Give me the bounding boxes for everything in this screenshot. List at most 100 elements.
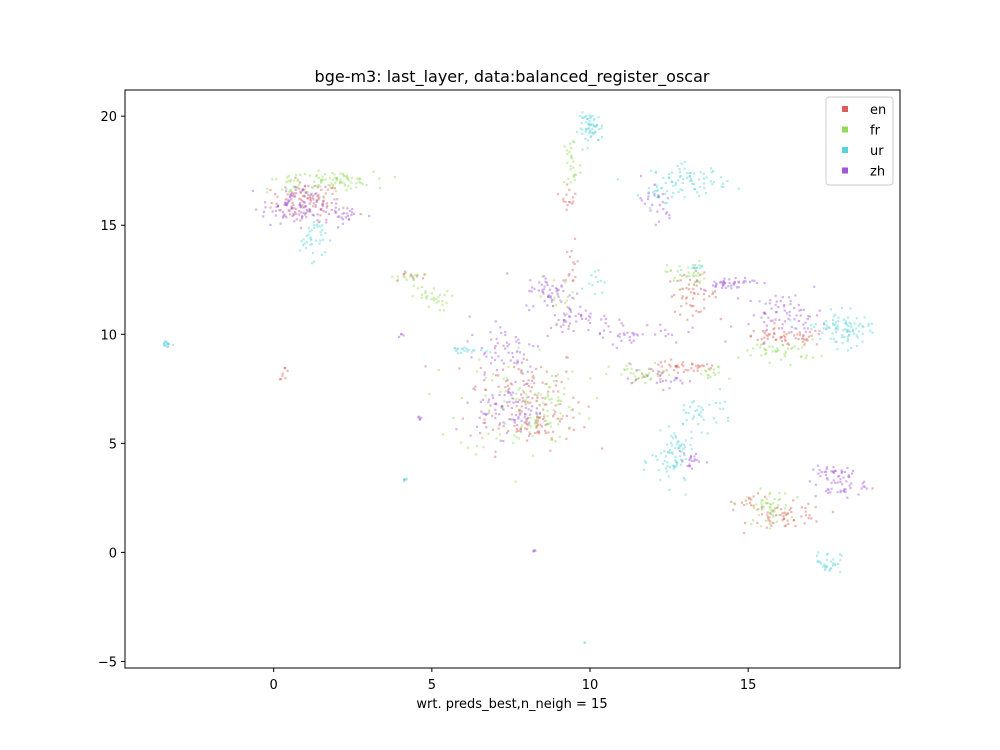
data-point-ur (581, 287, 584, 290)
data-point-en (769, 511, 772, 514)
data-point-ur (305, 234, 308, 238)
data-point-fr (752, 347, 755, 350)
data-point-zh (587, 329, 590, 332)
data-point-zh (656, 372, 659, 375)
data-point-zh (774, 303, 777, 306)
data-point-fr (498, 433, 501, 436)
data-point-fr (760, 502, 763, 505)
data-point-zh (293, 220, 296, 223)
data-point-en (757, 492, 760, 495)
data-point-ur (691, 266, 694, 270)
data-point-zh (291, 194, 294, 197)
data-point-zh (553, 314, 556, 317)
data-point-en (662, 371, 665, 374)
data-point-en (688, 278, 692, 281)
data-point-zh (528, 309, 531, 312)
data-point-fr (460, 441, 463, 444)
data-point-en (686, 318, 689, 321)
data-point-ur (405, 478, 408, 481)
data-point-ur (844, 328, 847, 331)
data-point-fr (331, 178, 334, 181)
data-point-fr (636, 369, 639, 372)
data-point-zh (513, 421, 516, 424)
data-point-zh (513, 419, 516, 422)
data-point-en (556, 193, 560, 196)
data-point-ur (710, 171, 713, 174)
data-point-en (283, 203, 286, 206)
data-point-en (497, 385, 500, 388)
data-point-zh (763, 312, 766, 315)
data-point-ur (789, 319, 792, 322)
data-point-zh (533, 287, 536, 290)
data-point-ur (310, 243, 313, 246)
data-point-zh (588, 315, 591, 318)
data-point-en (315, 198, 318, 201)
data-point-fr (520, 426, 523, 429)
data-point-zh (482, 412, 485, 415)
data-point-zh (471, 333, 474, 337)
data-point-en (522, 391, 525, 394)
data-point-zh (714, 285, 717, 288)
data-point-fr (805, 354, 808, 357)
data-point-ur (309, 243, 312, 246)
data-point-en (695, 364, 698, 368)
data-point-fr (536, 415, 539, 418)
data-point-en (673, 294, 676, 297)
data-point-fr (424, 291, 427, 294)
data-point-en (299, 191, 303, 194)
data-point-zh (289, 193, 292, 196)
data-point-en (703, 271, 706, 274)
data-point-zh (486, 412, 489, 416)
data-point-en (574, 192, 577, 195)
data-point-zh (826, 476, 829, 480)
data-point-en (336, 198, 339, 201)
data-point-fr (524, 399, 527, 402)
data-point-fr (777, 504, 780, 507)
data-point-en (493, 402, 496, 405)
data-point-zh (587, 319, 590, 322)
data-point-ur (693, 188, 696, 191)
data-point-ur (684, 445, 687, 449)
data-point-ur (466, 350, 469, 353)
data-point-en (757, 508, 760, 511)
data-point-ur (656, 185, 659, 188)
data-point-fr (534, 392, 537, 396)
data-point-ur (656, 458, 659, 462)
data-point-fr (430, 292, 434, 295)
data-point-zh (744, 280, 747, 283)
data-point-zh (290, 191, 293, 194)
data-point-zh (797, 319, 800, 323)
data-point-fr (339, 172, 342, 175)
data-point-fr (507, 365, 510, 368)
data-point-ur (667, 450, 670, 453)
data-point-en (536, 419, 539, 422)
y-tick-label: −5 (98, 655, 117, 670)
data-point-en (571, 279, 574, 282)
data-point-fr (512, 441, 515, 444)
data-point-en (764, 495, 767, 498)
data-point-fr (573, 140, 576, 143)
data-point-zh (298, 203, 301, 206)
data-point-ur (580, 122, 583, 125)
data-point-fr (515, 436, 518, 439)
data-point-zh (589, 316, 592, 319)
data-point-zh (335, 202, 338, 205)
data-point-fr (573, 173, 576, 176)
data-point-fr (301, 203, 304, 207)
data-point-zh (579, 305, 582, 308)
data-point-ur (674, 183, 677, 186)
data-point-ur (846, 340, 849, 343)
data-point-ur (309, 237, 312, 240)
data-point-zh (607, 325, 610, 328)
data-point-ur (643, 468, 646, 471)
data-point-en (277, 204, 280, 207)
data-point-ur (590, 274, 593, 277)
data-point-ur (456, 347, 459, 350)
data-point-fr (634, 375, 637, 378)
data-point-en (792, 499, 795, 502)
data-point-zh (504, 331, 507, 334)
data-point-en (790, 506, 793, 510)
data-point-ur (647, 192, 650, 195)
data-point-zh (287, 200, 290, 203)
data-point-ur (675, 464, 678, 467)
